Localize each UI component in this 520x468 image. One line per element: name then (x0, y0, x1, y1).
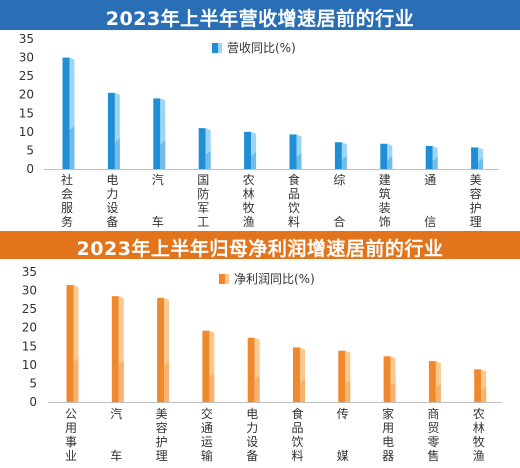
revenue-bar (153, 98, 166, 169)
profit-y-tick-label: 0 (29, 395, 37, 409)
profit-bar (383, 356, 396, 402)
revenue-y-tick-label: 15 (19, 106, 34, 120)
revenue-category-label: 建筑装饰 (379, 173, 391, 229)
net-profit-growth-chart: 0 5 10 15 20 25 30 35 净利润同比(%) 公用事业 汽车 美容护理 交通运输 电力设备… (22, 265, 502, 463)
revenue-y-tick-label: 35 (19, 32, 34, 46)
profit-legend-label: 净利润同比(%) (234, 272, 315, 286)
profit-y-tick-label: 15 (22, 339, 37, 353)
revenue-bar (380, 143, 393, 169)
profit-bar (157, 298, 170, 402)
revenue-category-label: 社会服务 (61, 172, 73, 229)
profit-y-tick-label: 30 (22, 284, 37, 298)
revenue-category-label: 综合 (333, 173, 345, 229)
revenue-bar (198, 128, 211, 169)
revenue-category-label: 通信 (424, 173, 436, 229)
profit-legend-swatch (219, 274, 225, 284)
profit-category-label: 食品饮料 (291, 406, 303, 463)
profit-y-tick-label: 35 (22, 265, 37, 279)
revenue-growth-chart: 0 5 10 15 20 25 30 35 营收同比(%) 社会服务 电力设备 汽车 国防军工 农林牧渔 食… (19, 32, 499, 229)
profit-category-label: 交通运输 (201, 406, 213, 463)
profit-bar (474, 369, 487, 402)
chart-title-banner-revenue: 2023年上半年营收增速居前的行业 (0, 0, 520, 30)
revenue-category-label: 美容护理 (470, 173, 482, 229)
revenue-bar (62, 57, 75, 169)
profit-bar (338, 350, 351, 402)
profit-y-tick-label: 20 (22, 321, 37, 335)
revenue-category-label: 电力设备 (106, 173, 118, 229)
profit-bar (111, 296, 124, 402)
revenue-y-tick-label: 25 (19, 69, 34, 83)
revenue-bar (244, 131, 257, 169)
revenue-y-tick-label: 20 (19, 88, 34, 102)
chart-title-revenue: 2023年上半年营收增速居前的行业 (105, 8, 415, 30)
profit-y-tick-label: 10 (22, 358, 37, 372)
revenue-bar (289, 134, 302, 169)
profit-category-label: 传媒 (337, 406, 349, 463)
profit-category-label: 农林牧渔 (473, 407, 485, 463)
revenue-category-label: 汽车 (152, 172, 164, 229)
revenue-category-label: 食品饮料 (288, 172, 300, 229)
revenue-bar (107, 92, 120, 169)
profit-category-label: 美容护理 (156, 407, 168, 463)
revenue-y-tick-label: 30 (19, 51, 34, 65)
revenue-legend-label: 营收同比(%) (227, 41, 296, 55)
profit-bar (428, 361, 441, 402)
profit-category-label: 汽车 (110, 406, 122, 463)
profit-legend-swatch-side (225, 274, 229, 284)
profit-bar (66, 285, 79, 402)
profit-category-label: 公用事业 (65, 407, 77, 463)
profit-category-label: 电力设备 (246, 407, 258, 463)
revenue-bar (471, 147, 484, 169)
profit-bar (202, 330, 215, 402)
revenue-y-tick-label: 0 (26, 162, 34, 176)
profit-y-tick-label: 5 (29, 376, 37, 390)
revenue-category-label: 农林牧渔 (243, 173, 255, 229)
revenue-legend-swatch (212, 43, 218, 53)
revenue-bar (334, 142, 347, 169)
revenue-y-tick-label: 10 (19, 125, 34, 139)
profit-bar (293, 347, 305, 402)
profit-category-label: 家用电器 (382, 406, 394, 463)
chart-title-banner-profit: 2023年上半年归母净利润增速居前的行业 (0, 231, 520, 260)
profit-bar (247, 337, 260, 402)
profit-category-label: 商贸零售 (427, 406, 439, 463)
chart-title-profit: 2023年上半年归母净利润增速居前的行业 (76, 238, 444, 260)
revenue-bar (425, 145, 438, 169)
revenue-legend-swatch-side (218, 43, 222, 53)
revenue-category-label: 国防军工 (197, 173, 209, 229)
revenue-y-tick-label: 5 (26, 143, 34, 157)
profit-y-tick-label: 25 (22, 302, 37, 316)
